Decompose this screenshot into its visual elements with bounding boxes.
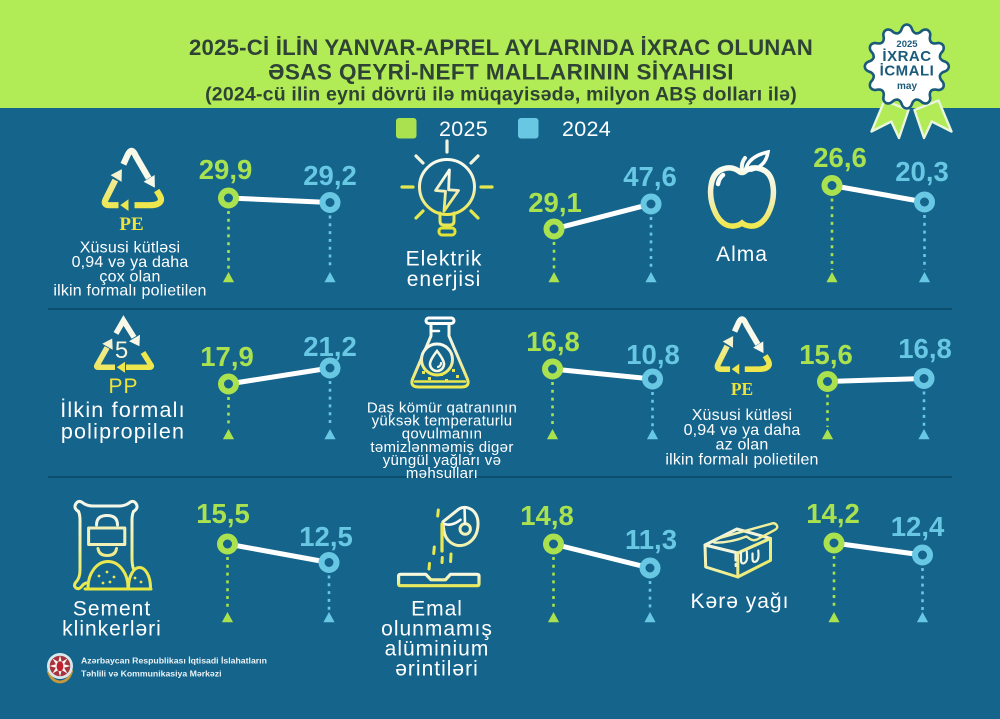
svg-text:Elektrik: Elektrik xyxy=(406,248,483,271)
svg-text:20,3: 20,3 xyxy=(895,156,949,187)
svg-text:29,1: 29,1 xyxy=(528,187,582,218)
svg-text:Xüsusi kütləsi: Xüsusi kütləsi xyxy=(692,407,793,424)
svg-text:PE: PE xyxy=(731,379,753,399)
svg-text:çox olan: çox olan xyxy=(99,268,160,285)
svg-text:16,8: 16,8 xyxy=(526,326,580,357)
svg-text:47,6: 47,6 xyxy=(623,161,677,192)
svg-text:2025: 2025 xyxy=(439,117,488,141)
svg-text:az olan: az olan xyxy=(716,437,769,454)
svg-text:ilkin formalı polietilen: ilkin formalı polietilen xyxy=(665,451,818,468)
svg-text:yüksək temperaturlu: yüksək temperaturlu xyxy=(372,413,513,430)
svg-text:PP: PP xyxy=(108,375,138,398)
svg-text:0,94 və ya daha: 0,94 və ya daha xyxy=(684,422,801,439)
svg-text:təmizlənməmiş digər: təmizlənməmiş digər xyxy=(370,439,513,456)
svg-text:0,94 və ya daha: 0,94 və ya daha xyxy=(72,254,189,271)
svg-text:alüminium: alüminium xyxy=(385,638,490,661)
svg-text:Emal: Emal xyxy=(411,598,463,621)
svg-text:16,8: 16,8 xyxy=(898,333,952,364)
svg-text:yüngül yağları və: yüngül yağları və xyxy=(383,452,502,469)
svg-text:may: may xyxy=(897,81,917,92)
svg-text:ƏSAS QEYRİ-NEFT MALLARININ SİY: ƏSAS QEYRİ-NEFT MALLARININ SİYAHISI xyxy=(268,60,734,85)
svg-text:Kərə yağı: Kərə yağı xyxy=(691,590,790,613)
svg-text:Xüsusi kütləsi: Xüsusi kütləsi xyxy=(80,240,181,257)
svg-text:12,4: 12,4 xyxy=(891,511,945,542)
svg-text:İlkin formalı: İlkin formalı xyxy=(60,398,186,422)
svg-text:17,9: 17,9 xyxy=(200,341,254,372)
svg-text:21,2: 21,2 xyxy=(303,331,357,362)
svg-text:14,2: 14,2 xyxy=(806,498,860,529)
svg-text:(2024-cü ilin eyni dövrü ilə m: (2024-cü ilin eyni dövrü ilə müqayisədə,… xyxy=(205,84,797,106)
svg-text:Təhlili və Kommunikasiya Mərkə: Təhlili və Kommunikasiya Mərkəzi xyxy=(81,669,222,679)
svg-text:29,9: 29,9 xyxy=(199,154,253,185)
svg-text:29,2: 29,2 xyxy=(303,160,357,191)
svg-text:5: 5 xyxy=(115,337,128,364)
svg-text:PE: PE xyxy=(119,214,143,235)
svg-text:11,3: 11,3 xyxy=(625,524,677,555)
svg-text:15,6: 15,6 xyxy=(799,339,853,370)
svg-text:Daş kömür qatranının: Daş kömür qatranının xyxy=(367,400,517,417)
svg-text:Sement: Sement xyxy=(73,598,151,621)
svg-text:enerjisi: enerjisi xyxy=(407,268,482,291)
svg-text:2025-Cİ İLİN YANVAR-APREL AYLA: 2025-Cİ İLİN YANVAR-APREL AYLARINDA İXRA… xyxy=(189,35,813,60)
svg-text:İXRAC: İXRAC xyxy=(882,48,931,65)
svg-text:12,5: 12,5 xyxy=(299,521,353,552)
svg-text:polipropilen: polipropilen xyxy=(61,420,185,444)
svg-text:Azərbaycan Respublikası İqtisa: Azərbaycan Respublikası İqtisadi İslahat… xyxy=(81,656,267,666)
svg-text:məhsulları: məhsulları xyxy=(406,465,478,482)
svg-text:İCMALI: İCMALI xyxy=(880,63,935,80)
svg-text:10,8: 10,8 xyxy=(626,339,680,370)
svg-text:15,5: 15,5 xyxy=(196,498,250,529)
svg-text:klinkerləri: klinkerləri xyxy=(62,618,162,641)
svg-text:14,8: 14,8 xyxy=(520,500,574,531)
svg-text:olunmamış: olunmamış xyxy=(381,618,493,641)
svg-text:2024: 2024 xyxy=(562,117,611,141)
svg-text:qovulmanın: qovulmanın xyxy=(402,426,483,443)
svg-text:2025: 2025 xyxy=(896,39,918,50)
svg-text:Alma: Alma xyxy=(716,243,768,266)
svg-text:26,6: 26,6 xyxy=(813,142,867,173)
svg-text:ərintiləri: ərintiləri xyxy=(395,658,479,681)
svg-text:ilkin formalı polietilen: ilkin formalı polietilen xyxy=(53,283,206,300)
